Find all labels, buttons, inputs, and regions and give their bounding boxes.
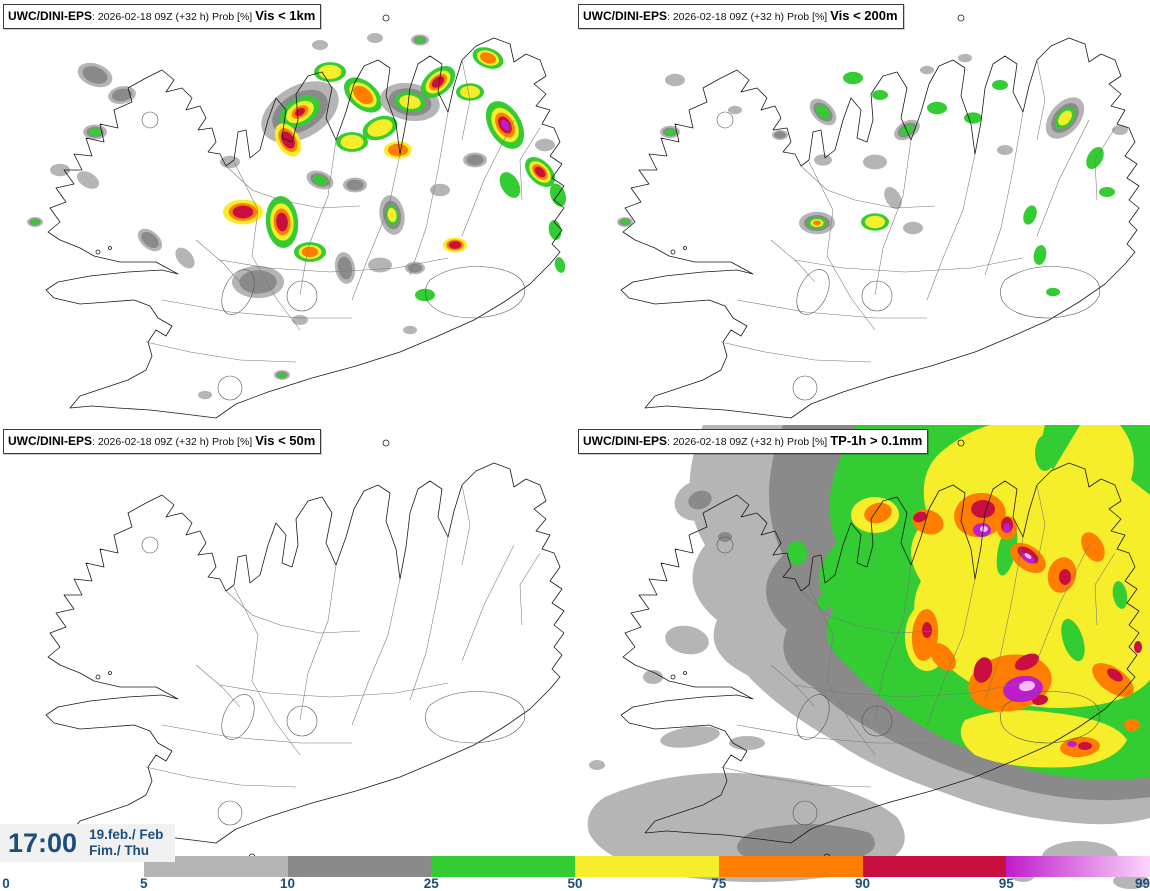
date-line-1: 19.feb./ Feb	[89, 827, 164, 843]
map-panel-vis-200m: UWC/DINI-EPS: 2026-02-18 09Z (+32 h) Pro…	[575, 0, 1150, 425]
iceland-map	[45, 439, 565, 861]
map-panel-vis-50m: UWC/DINI-EPS: 2026-02-18 09Z (+32 h) Pro…	[0, 425, 575, 891]
run-info: : 2026-02-18 09Z (+32 h) Prob [%]	[667, 11, 828, 23]
probability-blobs	[617, 53, 1128, 297]
colorbar-tick: 90	[854, 876, 871, 891]
date-line-2: Fim./ Thu	[89, 843, 150, 859]
iceland-map	[27, 14, 567, 425]
run-info: : 2026-02-18 09Z (+32 h) Prob [%]	[667, 436, 828, 448]
colorbar-tick: 10	[279, 876, 296, 891]
panel-title: UWC/DINI-EPS: 2026-02-18 09Z (+32 h) Pro…	[578, 4, 904, 29]
colorbar-tick: 99	[1134, 876, 1150, 891]
model-name: UWC/DINI-EPS	[8, 9, 92, 23]
colorbar-tick: 95	[998, 876, 1014, 891]
colorbar-tick: 0	[2, 876, 10, 891]
map-panel-tp-1h: UWC/DINI-EPS: 2026-02-18 09Z (+32 h) Pro…	[575, 425, 1150, 891]
colorbar-tick: 50	[567, 876, 583, 891]
iceland-map	[587, 425, 1150, 889]
colorbar-segment	[1006, 856, 1150, 877]
colorbar-segment	[431, 856, 575, 877]
colorbar-bar	[0, 856, 1150, 877]
colorbar-segment	[718, 856, 863, 877]
colorbar-ticks: 0 5 10 25 50 75 90 95 99	[0, 876, 1150, 891]
model-name: UWC/DINI-EPS	[8, 434, 92, 448]
model-name: UWC/DINI-EPS	[583, 9, 667, 23]
time-selector: 17:00 19.feb./ Feb Fim./ Thu	[0, 824, 176, 862]
colorbar-tick: 25	[423, 876, 439, 891]
colorbar: 0 5 10 25 50 75 90 95 99	[0, 856, 1150, 891]
iceland-map	[617, 14, 1140, 425]
colorbar-segment	[862, 856, 1007, 877]
parameter-label: Vis < 1km	[255, 8, 316, 23]
parameter-label: Vis < 50m	[255, 433, 316, 448]
colorbar-tick: 5	[139, 876, 148, 891]
panel-title: UWC/DINI-EPS: 2026-02-18 09Z (+32 h) Pro…	[3, 429, 322, 454]
probability-blobs	[27, 33, 567, 400]
parameter-label: TP-1h > 0.1mm	[830, 433, 923, 448]
map-panel-vis-1km: UWC/DINI-EPS: 2026-02-18 09Z (+32 h) Pro…	[0, 0, 575, 425]
precip-probability-field	[587, 425, 1150, 889]
time-label: 17:00	[8, 827, 78, 858]
colorbar-segment	[143, 856, 288, 877]
run-info: : 2026-02-18 09Z (+32 h) Prob [%]	[92, 436, 253, 448]
model-name: UWC/DINI-EPS	[583, 434, 667, 448]
panel-title: UWC/DINI-EPS: 2026-02-18 09Z (+32 h) Pro…	[578, 429, 929, 454]
colorbar-segment	[287, 856, 432, 877]
date-label: 19.feb./ Feb Fim./ Thu	[89, 827, 163, 859]
colorbar-segment	[575, 856, 719, 877]
panel-title: UWC/DINI-EPS: 2026-02-18 09Z (+32 h) Pro…	[3, 4, 322, 29]
run-info: : 2026-02-18 09Z (+32 h) Prob [%]	[92, 11, 253, 23]
colorbar-tick: 75	[711, 876, 727, 891]
parameter-label: Vis < 200m	[830, 8, 898, 23]
